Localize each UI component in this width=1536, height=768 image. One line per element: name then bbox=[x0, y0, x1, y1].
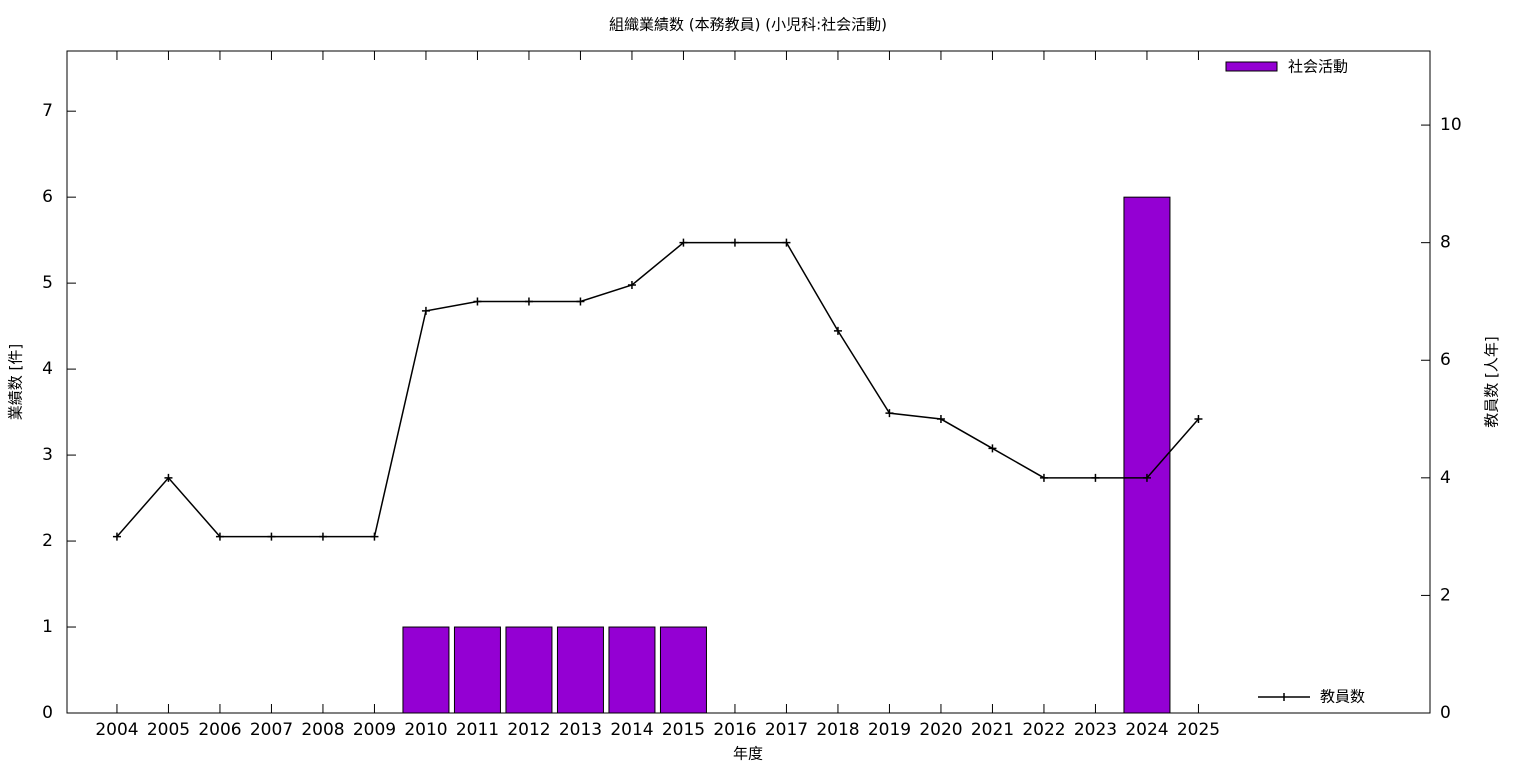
y-tick-label: 6 bbox=[42, 187, 53, 207]
point-marker bbox=[627, 280, 636, 289]
x-axis-label: 年度 bbox=[733, 745, 763, 763]
x-tick-label: 2015 bbox=[662, 720, 705, 740]
legend-swatch bbox=[1225, 61, 1278, 72]
x-tick-label: 2010 bbox=[404, 720, 447, 740]
point-marker bbox=[1194, 415, 1203, 424]
y-tick-label: 0 bbox=[42, 703, 53, 723]
point-marker bbox=[730, 238, 739, 247]
y2-tick-label: 4 bbox=[1440, 468, 1451, 488]
point-marker bbox=[885, 409, 894, 418]
point-marker bbox=[1142, 473, 1151, 482]
point-marker bbox=[215, 532, 224, 541]
x-tick-label: 2020 bbox=[919, 720, 962, 740]
point-marker bbox=[1091, 473, 1100, 482]
x-tick-label: 2019 bbox=[868, 720, 911, 740]
y2-axis-label: 教員数 [人年] bbox=[1483, 336, 1501, 427]
x-tick-label: 2023 bbox=[1074, 720, 1117, 740]
point-marker bbox=[936, 415, 945, 424]
x-tick-label: 2009 bbox=[353, 720, 396, 740]
legend-label: 教員数 bbox=[1320, 688, 1365, 706]
point-marker bbox=[267, 532, 276, 541]
y-tick-label: 7 bbox=[42, 101, 53, 121]
y2-tick-label: 2 bbox=[1440, 585, 1451, 605]
bar bbox=[659, 626, 707, 714]
plot-frame bbox=[66, 50, 1431, 714]
chart-title: 組織業績数 (本務教員) (小児科:社会活動) bbox=[609, 16, 887, 34]
y-tick-label: 2 bbox=[42, 531, 53, 551]
x-tick-label: 2024 bbox=[1125, 720, 1168, 740]
x-tick-label: 2017 bbox=[765, 720, 808, 740]
point-marker bbox=[1039, 473, 1048, 482]
line bbox=[116, 241, 1200, 538]
x-tick-label: 2007 bbox=[250, 720, 293, 740]
point-marker bbox=[370, 532, 379, 541]
point-marker bbox=[576, 297, 585, 306]
legend-label: 社会活動 bbox=[1288, 58, 1348, 76]
point-marker bbox=[679, 238, 688, 247]
point-marker bbox=[164, 473, 173, 482]
point-marker bbox=[524, 297, 533, 306]
point-marker bbox=[318, 532, 327, 541]
point-marker bbox=[473, 297, 482, 306]
x-tick-label: 2013 bbox=[559, 720, 602, 740]
y-tick-label: 5 bbox=[42, 273, 53, 293]
bar bbox=[402, 626, 450, 714]
y-tick-label: 3 bbox=[42, 445, 53, 465]
bar bbox=[453, 626, 501, 714]
point-marker bbox=[112, 532, 121, 541]
y-tick-label: 1 bbox=[42, 617, 53, 637]
x-tick-label: 2004 bbox=[95, 720, 138, 740]
x-tick-label: 2025 bbox=[1177, 720, 1220, 740]
x-tick-label: 2011 bbox=[456, 720, 499, 740]
bar bbox=[1123, 196, 1171, 714]
x-tick-label: 2016 bbox=[713, 720, 756, 740]
y2-tick-label: 6 bbox=[1440, 350, 1451, 370]
point-marker bbox=[782, 238, 791, 247]
y-tick-label: 4 bbox=[42, 359, 53, 379]
x-tick-label: 2022 bbox=[1022, 720, 1065, 740]
x-tick-label: 2006 bbox=[198, 720, 241, 740]
x-tick-label: 2021 bbox=[971, 720, 1014, 740]
y2-tick-label: 0 bbox=[1440, 703, 1451, 723]
bar bbox=[505, 626, 553, 714]
y-axis-label: 業績数 [件] bbox=[7, 344, 25, 420]
point-marker bbox=[988, 444, 997, 453]
point-marker bbox=[833, 326, 842, 335]
legend-line bbox=[1258, 693, 1310, 701]
x-tick-label: 2014 bbox=[610, 720, 653, 740]
x-tick-label: 2018 bbox=[816, 720, 859, 740]
y2-tick-label: 10 bbox=[1440, 115, 1462, 135]
bar bbox=[556, 626, 604, 714]
x-tick-label: 2008 bbox=[301, 720, 344, 740]
x-tick-label: 2005 bbox=[147, 720, 190, 740]
y2-tick-label: 8 bbox=[1440, 233, 1451, 253]
bar bbox=[608, 626, 656, 714]
x-tick-label: 2012 bbox=[507, 720, 550, 740]
point-marker bbox=[421, 306, 430, 315]
